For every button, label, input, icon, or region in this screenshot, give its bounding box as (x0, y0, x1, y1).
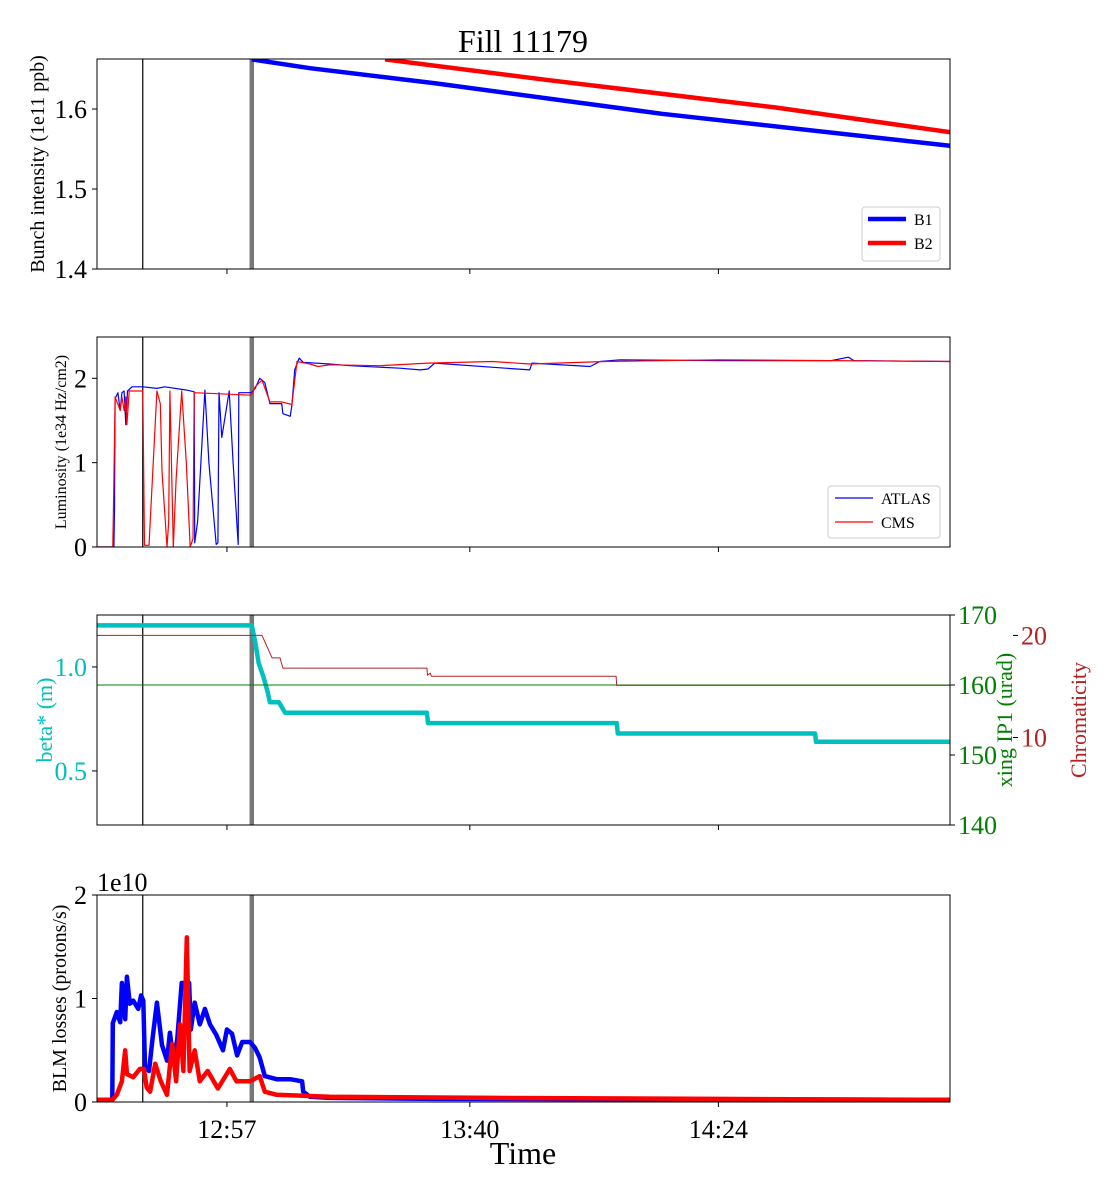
y2-tick-label: 140 (958, 811, 997, 840)
y3-axis-label: Chromaticity (1066, 662, 1091, 778)
y-axis-label: Bunch intensity (1e11 ppb) (27, 55, 49, 273)
y-axis-label: BLM losses (protons/s) (49, 905, 71, 1093)
legend-box (827, 485, 941, 539)
plot-area (97, 337, 950, 547)
y3-tick-label: 20 (1021, 621, 1047, 650)
plot-area (142, 59, 950, 269)
series-line-cms (97, 359, 950, 547)
plot-area (97, 615, 950, 825)
series-line-chromaticity (97, 634, 950, 686)
y-tick-label: 1 (74, 985, 87, 1014)
series-line-b1 (251, 59, 950, 149)
y-offset-text: 1e10 (97, 868, 148, 897)
y-tick-label: 0 (74, 1088, 87, 1117)
y2-tick-label: 160 (958, 671, 997, 700)
legend-label: ATLAS (881, 491, 931, 508)
series-line-blm-b2 (97, 935, 950, 1102)
y-tick-label: 1.5 (55, 175, 88, 204)
y-tick-label: 0.5 (55, 757, 88, 786)
y-tick-label: 2 (74, 364, 87, 393)
x-tick-label: 12:57 (197, 1115, 256, 1144)
legend-label: B2 (914, 236, 933, 253)
series-line-b2 (384, 59, 950, 135)
y-tick-label: 0 (74, 533, 87, 562)
axes-frame (96, 58, 951, 270)
y-axis-label: Luminosity (1e34 Hz/cm2) (53, 355, 70, 529)
axes-frame (96, 894, 951, 1103)
y3-tick-label: 10 (1021, 724, 1047, 753)
y-tick-label: 1.0 (55, 653, 88, 682)
x-axis-label: Time (490, 1135, 556, 1171)
y-tick-label: 2 (74, 881, 87, 910)
series-line-blm-b1 (97, 974, 950, 1102)
legend: ATLAS CMS (827, 485, 941, 539)
y-axis-label: beta* (m) (32, 678, 57, 763)
legend-label: B1 (914, 212, 933, 229)
y2-tick-label: 150 (958, 741, 997, 770)
series-line-atlas (97, 356, 950, 547)
series-line-beta- (97, 623, 950, 745)
plot-area (97, 895, 950, 1102)
y2-axis-label: xing IP1 (urad) (992, 653, 1017, 787)
y-tick-label: 1.4 (55, 255, 88, 284)
y2-tick-label: 170 (958, 601, 997, 630)
y-tick-label: 1.6 (55, 95, 88, 124)
y-tick-label: 1 (74, 449, 87, 478)
figure-title: Fill 11179 (458, 23, 588, 59)
axes-frame (96, 614, 951, 826)
legend-label: CMS (881, 515, 915, 532)
x-tick-label: 13:40 (440, 1115, 499, 1144)
axes-frame (96, 336, 951, 548)
x-tick-label: 14:24 (689, 1115, 748, 1144)
